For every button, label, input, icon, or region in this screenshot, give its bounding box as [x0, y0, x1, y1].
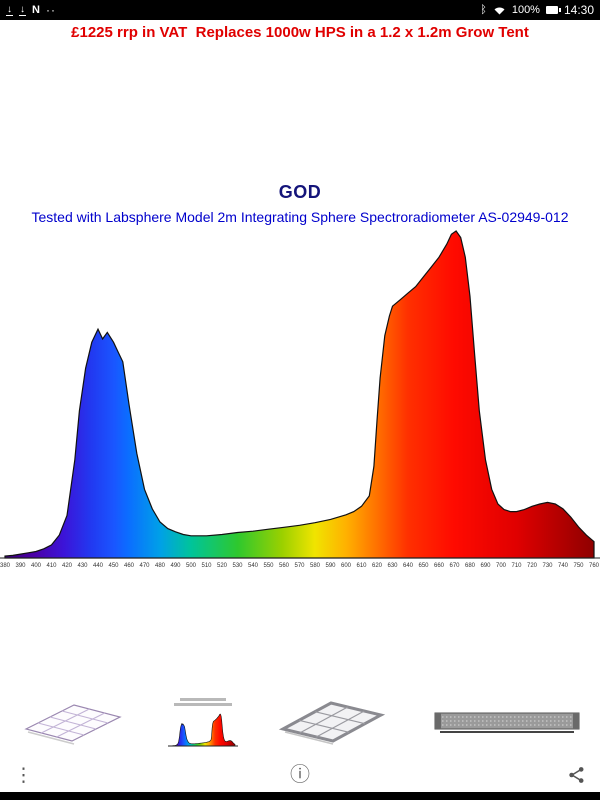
svg-text:430: 430 [77, 563, 88, 569]
svg-text:380: 380 [0, 563, 11, 569]
svg-text:750: 750 [573, 563, 584, 569]
svg-text:400: 400 [31, 563, 42, 569]
chart-title: GOD [278, 182, 322, 202]
svg-text:550: 550 [263, 563, 274, 569]
thumbnail-led-bar[interactable] [432, 704, 582, 744]
info-icon[interactable]: ⓘ [290, 764, 310, 786]
status-bar: ↓ ↓ N ·· ᛒ 100% 14:30 [0, 0, 600, 20]
svg-text:650: 650 [418, 563, 429, 569]
svg-text:640: 640 [403, 563, 414, 569]
svg-text:700: 700 [496, 563, 507, 569]
dots-icon: ·· [45, 3, 56, 17]
nfc-icon: N [32, 4, 40, 16]
bluetooth-icon: ᛒ [480, 4, 487, 16]
mini-caption-line [173, 703, 232, 706]
svg-text:440: 440 [93, 563, 104, 569]
svg-text:490: 490 [170, 563, 181, 569]
led-panel-frame-image [279, 701, 386, 745]
svg-text:570: 570 [294, 563, 305, 569]
thumbnail-led-panel-frame[interactable] [277, 689, 392, 759]
svg-text:410: 410 [46, 563, 57, 569]
thumbnail-spectrum-mini[interactable] [167, 698, 238, 750]
svg-text:560: 560 [279, 563, 290, 569]
svg-text:420: 420 [62, 563, 73, 569]
thumbnail-row [0, 688, 600, 760]
spectrum-chart: 380 390 400 410 420 430 440 450 460 470 480 490 500 5… [0, 230, 600, 569]
svg-text:450: 450 [108, 563, 119, 569]
svg-text:720: 720 [527, 563, 538, 569]
spectrum-mini-image [167, 713, 238, 747]
download-icon: ↓ [19, 3, 26, 16]
clock: 14:30 [563, 3, 594, 17]
svg-text:680: 680 [465, 563, 476, 569]
svg-text:540: 540 [248, 563, 259, 569]
status-bar-right: ᛒ 100% 14:30 [480, 3, 594, 17]
svg-text:710: 710 [511, 563, 522, 569]
svg-text:630: 630 [387, 563, 398, 569]
svg-text:500: 500 [186, 563, 197, 569]
svg-text:510: 510 [201, 563, 212, 569]
svg-text:480: 480 [155, 563, 166, 569]
svg-text:520: 520 [217, 563, 228, 569]
bottom-toolbar: ⋮ ⓘ [0, 758, 600, 792]
svg-text:610: 610 [356, 563, 367, 569]
download-icon: ↓ [6, 3, 13, 16]
svg-text:600: 600 [341, 563, 352, 569]
svg-text:530: 530 [232, 563, 243, 569]
svg-text:470: 470 [139, 563, 150, 569]
svg-text:660: 660 [434, 563, 445, 569]
svg-text:590: 590 [325, 563, 336, 569]
svg-text:690: 690 [480, 563, 491, 569]
overflow-menu-icon[interactable]: ⋮ [14, 764, 33, 786]
wifi-icon [494, 7, 505, 15]
svg-text:390: 390 [15, 563, 26, 569]
battery-icon [545, 6, 561, 14]
svg-text:730: 730 [542, 563, 553, 569]
bottom-black-bar [0, 792, 600, 800]
share-icon[interactable] [568, 766, 586, 784]
promo-text: £1225 rrp in VAT Replaces 1000w HPS in a… [71, 24, 529, 41]
svg-text:580: 580 [310, 563, 321, 569]
svg-text:460: 460 [124, 563, 135, 569]
svg-text:620: 620 [372, 563, 383, 569]
led-bar-image [434, 712, 580, 733]
thumbnail-led-panel-angled[interactable] [18, 689, 128, 759]
battery-percent: 100% [511, 4, 540, 16]
svg-text:670: 670 [449, 563, 460, 569]
status-bar-left: ↓ ↓ N ·· [6, 3, 56, 17]
svg-text:760: 760 [589, 563, 600, 569]
led-panel-angled-image [24, 704, 122, 745]
chart-subtitle: Tested with Labsphere Model 2m Integrati… [31, 209, 569, 225]
mini-caption-line [179, 698, 226, 701]
svg-text:740: 740 [558, 563, 569, 569]
